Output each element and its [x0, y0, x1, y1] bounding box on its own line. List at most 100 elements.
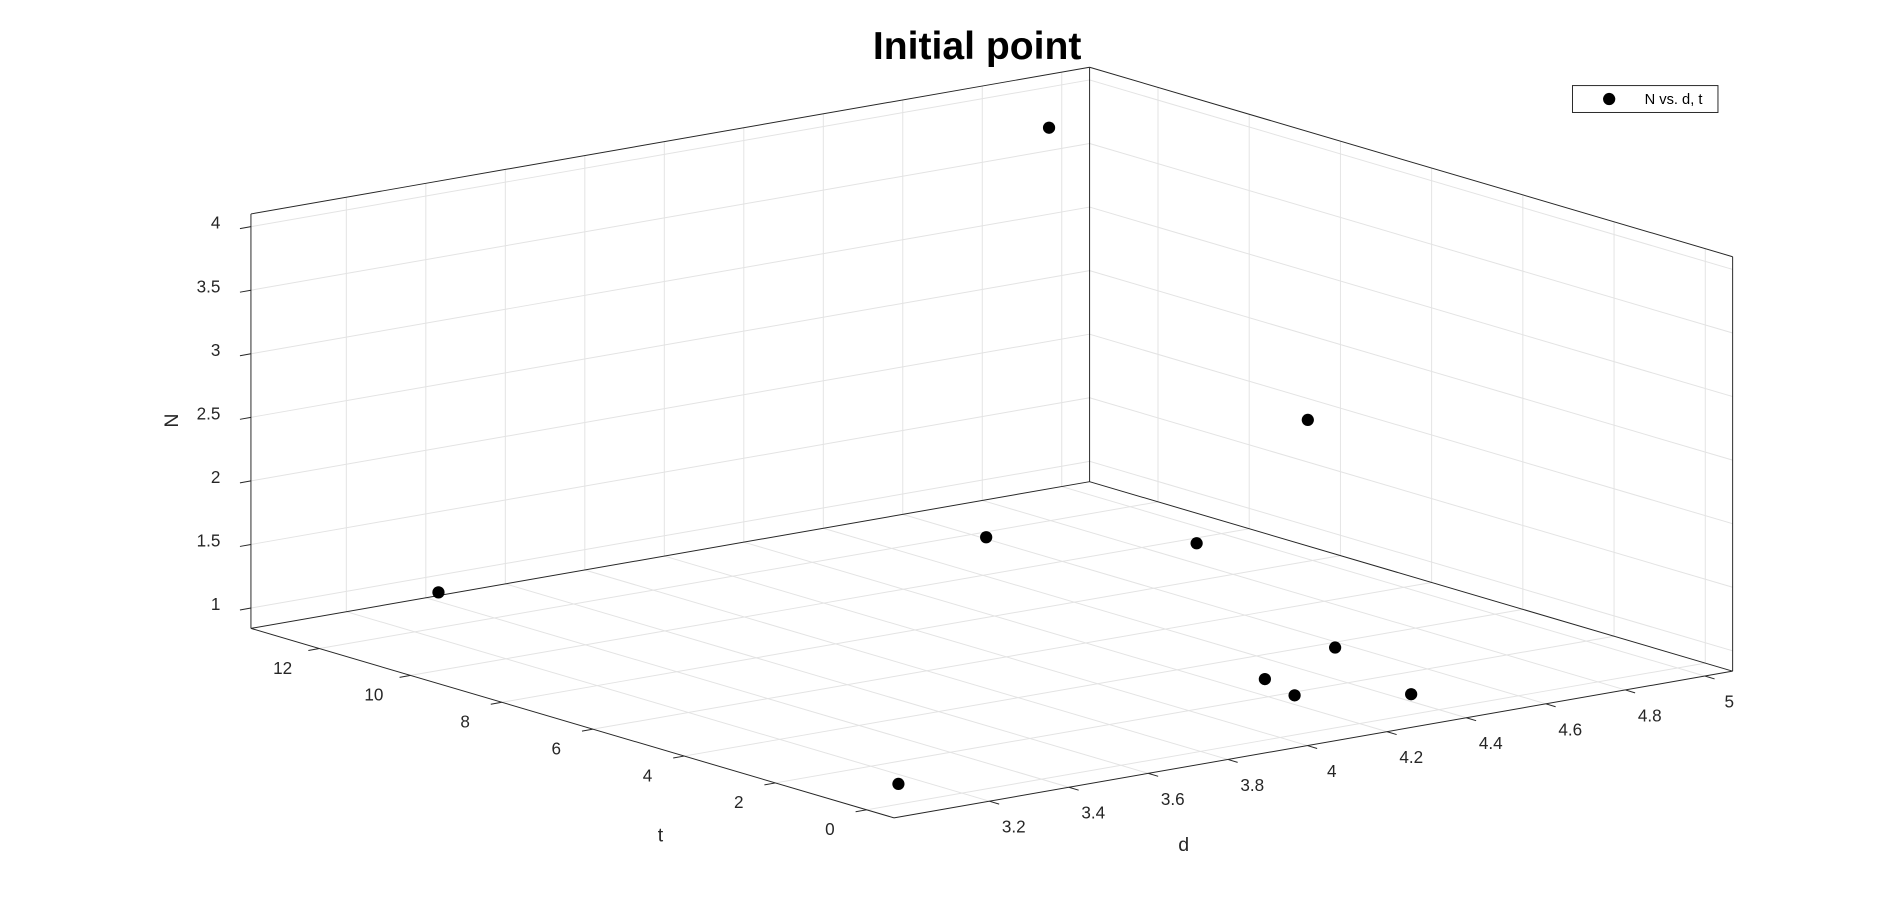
x-tick-label: 4.4 [1479, 734, 1503, 753]
point [1042, 121, 1056, 134]
legend: N vs. d, t [1571, 85, 1719, 113]
z-tick [239, 289, 252, 293]
grid-line [505, 583, 1149, 774]
y-tick [855, 809, 867, 813]
x-tick [1466, 717, 1477, 722]
grid-line [664, 555, 1308, 747]
grid-line [410, 528, 1250, 676]
z-tick-label: 3 [211, 341, 221, 360]
x-tick-label: 3.6 [1161, 790, 1185, 809]
y-axis-label: t [658, 824, 664, 846]
y-tick [399, 674, 411, 678]
legend-marker [1603, 92, 1616, 106]
grid-line [1089, 143, 1733, 334]
point [892, 777, 905, 791]
x-axis-label: d [1178, 834, 1189, 856]
x-tick [1068, 786, 1079, 791]
grid-line [425, 597, 1070, 788]
y-tick [581, 728, 594, 732]
y-tick-label: 0 [825, 820, 835, 839]
x-tick [1386, 731, 1397, 736]
grid-line [684, 608, 1523, 757]
x-tick [1545, 703, 1556, 708]
x-tick-label: 3.2 [1002, 818, 1026, 837]
x-tick [1227, 758, 1238, 763]
point [1405, 688, 1418, 701]
z-tick [239, 353, 252, 357]
grid-line [1089, 397, 1733, 588]
chart-title: Initial point [873, 25, 1082, 68]
x-tick [989, 800, 1000, 805]
z-tick-label: 2.5 [197, 404, 221, 423]
z-tick-label: 2 [211, 468, 221, 487]
box-edge [1089, 481, 1733, 672]
grid-line [250, 460, 1090, 609]
grid-line [1061, 486, 1705, 677]
x-tick [1307, 745, 1318, 749]
y-tick-label: 10 [364, 686, 383, 705]
point [1301, 413, 1314, 427]
y-tick [308, 648, 320, 651]
grid [250, 72, 1733, 811]
point [1258, 672, 1271, 686]
y-tick-label: 12 [273, 659, 292, 678]
z-tick [239, 480, 252, 484]
grid-line [250, 397, 1090, 545]
grid-line [1089, 460, 1733, 652]
grid-line [250, 143, 1090, 291]
box-edge [250, 481, 1090, 629]
point [980, 531, 993, 544]
box-edge [893, 670, 1733, 819]
x-tick [1704, 675, 1715, 680]
y-tick-label: 4 [643, 766, 653, 785]
y-tick-label: 6 [552, 739, 562, 758]
grid-line [1089, 333, 1733, 525]
z-tick [239, 607, 252, 611]
x-tick-label: 3.8 [1240, 776, 1264, 795]
point [1329, 641, 1342, 654]
grid-line [866, 662, 1706, 811]
grid-line [982, 499, 1626, 691]
legend-label: N vs. d, t [1645, 92, 1703, 108]
x-tick [1625, 689, 1636, 694]
y-tick-label: 2 [734, 793, 744, 812]
z-tick [239, 416, 252, 420]
y-tick [490, 701, 502, 705]
grid-line [823, 527, 1467, 719]
x-tick-label: 3.4 [1081, 804, 1105, 823]
z-tick [239, 543, 252, 547]
grid-line [250, 79, 1090, 228]
box-edge [1089, 66, 1733, 258]
z-axis-label: N [161, 413, 183, 427]
x-tick-label: 4.6 [1558, 720, 1582, 739]
z-tick [239, 226, 252, 230]
grid-line [775, 635, 1615, 784]
z-tick-label: 1 [211, 595, 221, 614]
z-tick-label: 1.5 [197, 532, 221, 551]
grid-line [250, 206, 1090, 355]
point [1190, 537, 1203, 550]
axes-box [250, 66, 1734, 819]
grid-line [501, 555, 1341, 703]
x-tick [1148, 772, 1159, 777]
y-tick [673, 755, 685, 759]
point [1288, 689, 1301, 702]
x-tick-label: 5 [1725, 692, 1735, 711]
x-tick-label: 4 [1327, 762, 1337, 781]
grid-line [743, 541, 1387, 733]
grid-line [584, 569, 1228, 760]
z-tick-label: 4 [211, 214, 221, 233]
box-edge [250, 627, 895, 819]
x-tick-label: 4.2 [1399, 748, 1423, 767]
grid-line [250, 333, 1090, 482]
point [432, 586, 445, 599]
y-tick-label: 8 [460, 713, 470, 732]
grid-line [319, 501, 1159, 650]
z-tick-label: 3.5 [197, 277, 221, 296]
y-tick [764, 782, 776, 786]
grid-line [1089, 79, 1733, 270]
grid-line [592, 581, 1432, 730]
grid-line [1089, 206, 1733, 398]
